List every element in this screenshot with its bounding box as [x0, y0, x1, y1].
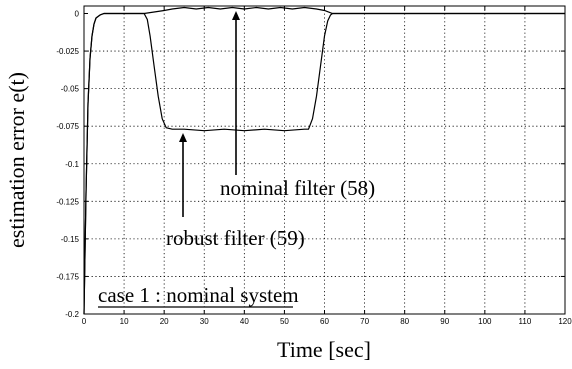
y-tick-label: -0.2 [65, 310, 79, 319]
x-tick-label: 110 [519, 317, 532, 326]
series-curves [83, 6, 565, 315]
robust-filter-arrow [179, 133, 187, 217]
x-tick-label: 100 [478, 317, 492, 326]
y-axis-label: estimation error e(t) [4, 72, 29, 248]
x-axis-label: Time [sec] [277, 337, 371, 362]
y-tick-label: -0.05 [61, 85, 80, 94]
y-tick-label: -0.125 [56, 197, 79, 206]
x-tick-label: 60 [320, 317, 329, 326]
x-tick-label: 50 [280, 317, 289, 326]
x-tick-label: 70 [360, 317, 369, 326]
x-tick-label: 30 [200, 317, 209, 326]
annotation-nominal-filter: nominal filter (58) [220, 176, 375, 200]
axis-ticks: 0 10 20 30 40 50 60 70 80 90 100 110 120 0 -0.025 -0.05… [56, 6, 572, 326]
annotation-robust-filter: robust filter (59) [166, 226, 305, 250]
x-tick-label: 20 [160, 317, 169, 326]
y-tick-label: -0.1 [65, 160, 79, 169]
y-tick-label: -0.025 [56, 47, 79, 56]
annotation-case: case 1 : nominal system [98, 283, 299, 307]
nominal-filter-arrow [232, 11, 240, 175]
grid-lines [84, 6, 565, 314]
x-tick-label: 90 [440, 317, 449, 326]
x-tick-label: 40 [240, 317, 249, 326]
y-tick-label: 0 [75, 10, 80, 19]
x-tick-label: 120 [558, 317, 572, 326]
x-tick-label: 80 [400, 317, 409, 326]
x-tick-label: 0 [82, 317, 87, 326]
y-tick-label: -0.15 [61, 235, 80, 244]
y-tick-label: -0.175 [56, 272, 79, 281]
nominal-filter-curve [83, 6, 565, 315]
x-tick-label: 10 [120, 317, 129, 326]
y-tick-label: -0.075 [56, 122, 79, 131]
